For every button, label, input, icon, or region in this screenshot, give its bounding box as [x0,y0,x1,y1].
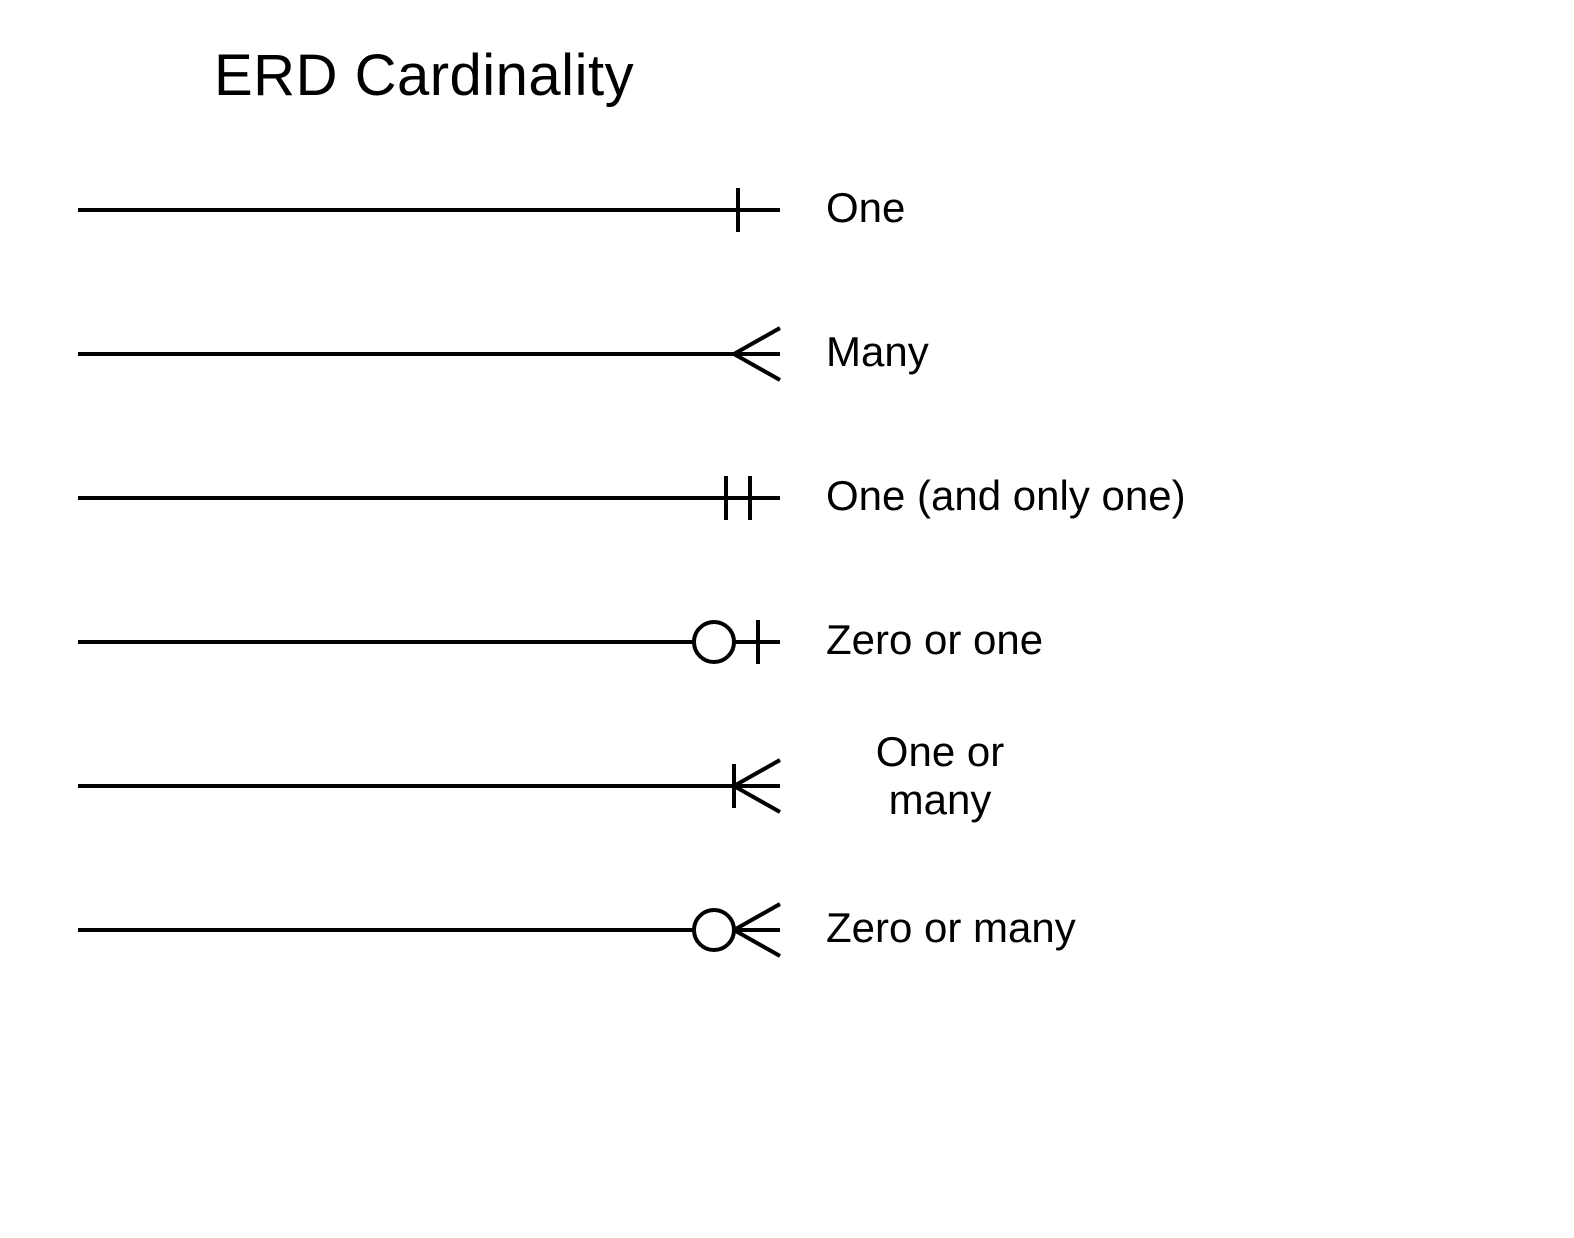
cardinality-symbol-zero-or-many [0,0,1574,1238]
circle-icon [694,910,734,950]
erd-cardinality-diagram: ERD Cardinality OneManyOne (and only one… [0,0,1574,1238]
crows-foot-icon [734,904,780,956]
cardinality-row-zero-or-many: Zero or many [0,0,1574,1238]
cardinality-label-zero-or-many: Zero or many [826,904,1076,952]
